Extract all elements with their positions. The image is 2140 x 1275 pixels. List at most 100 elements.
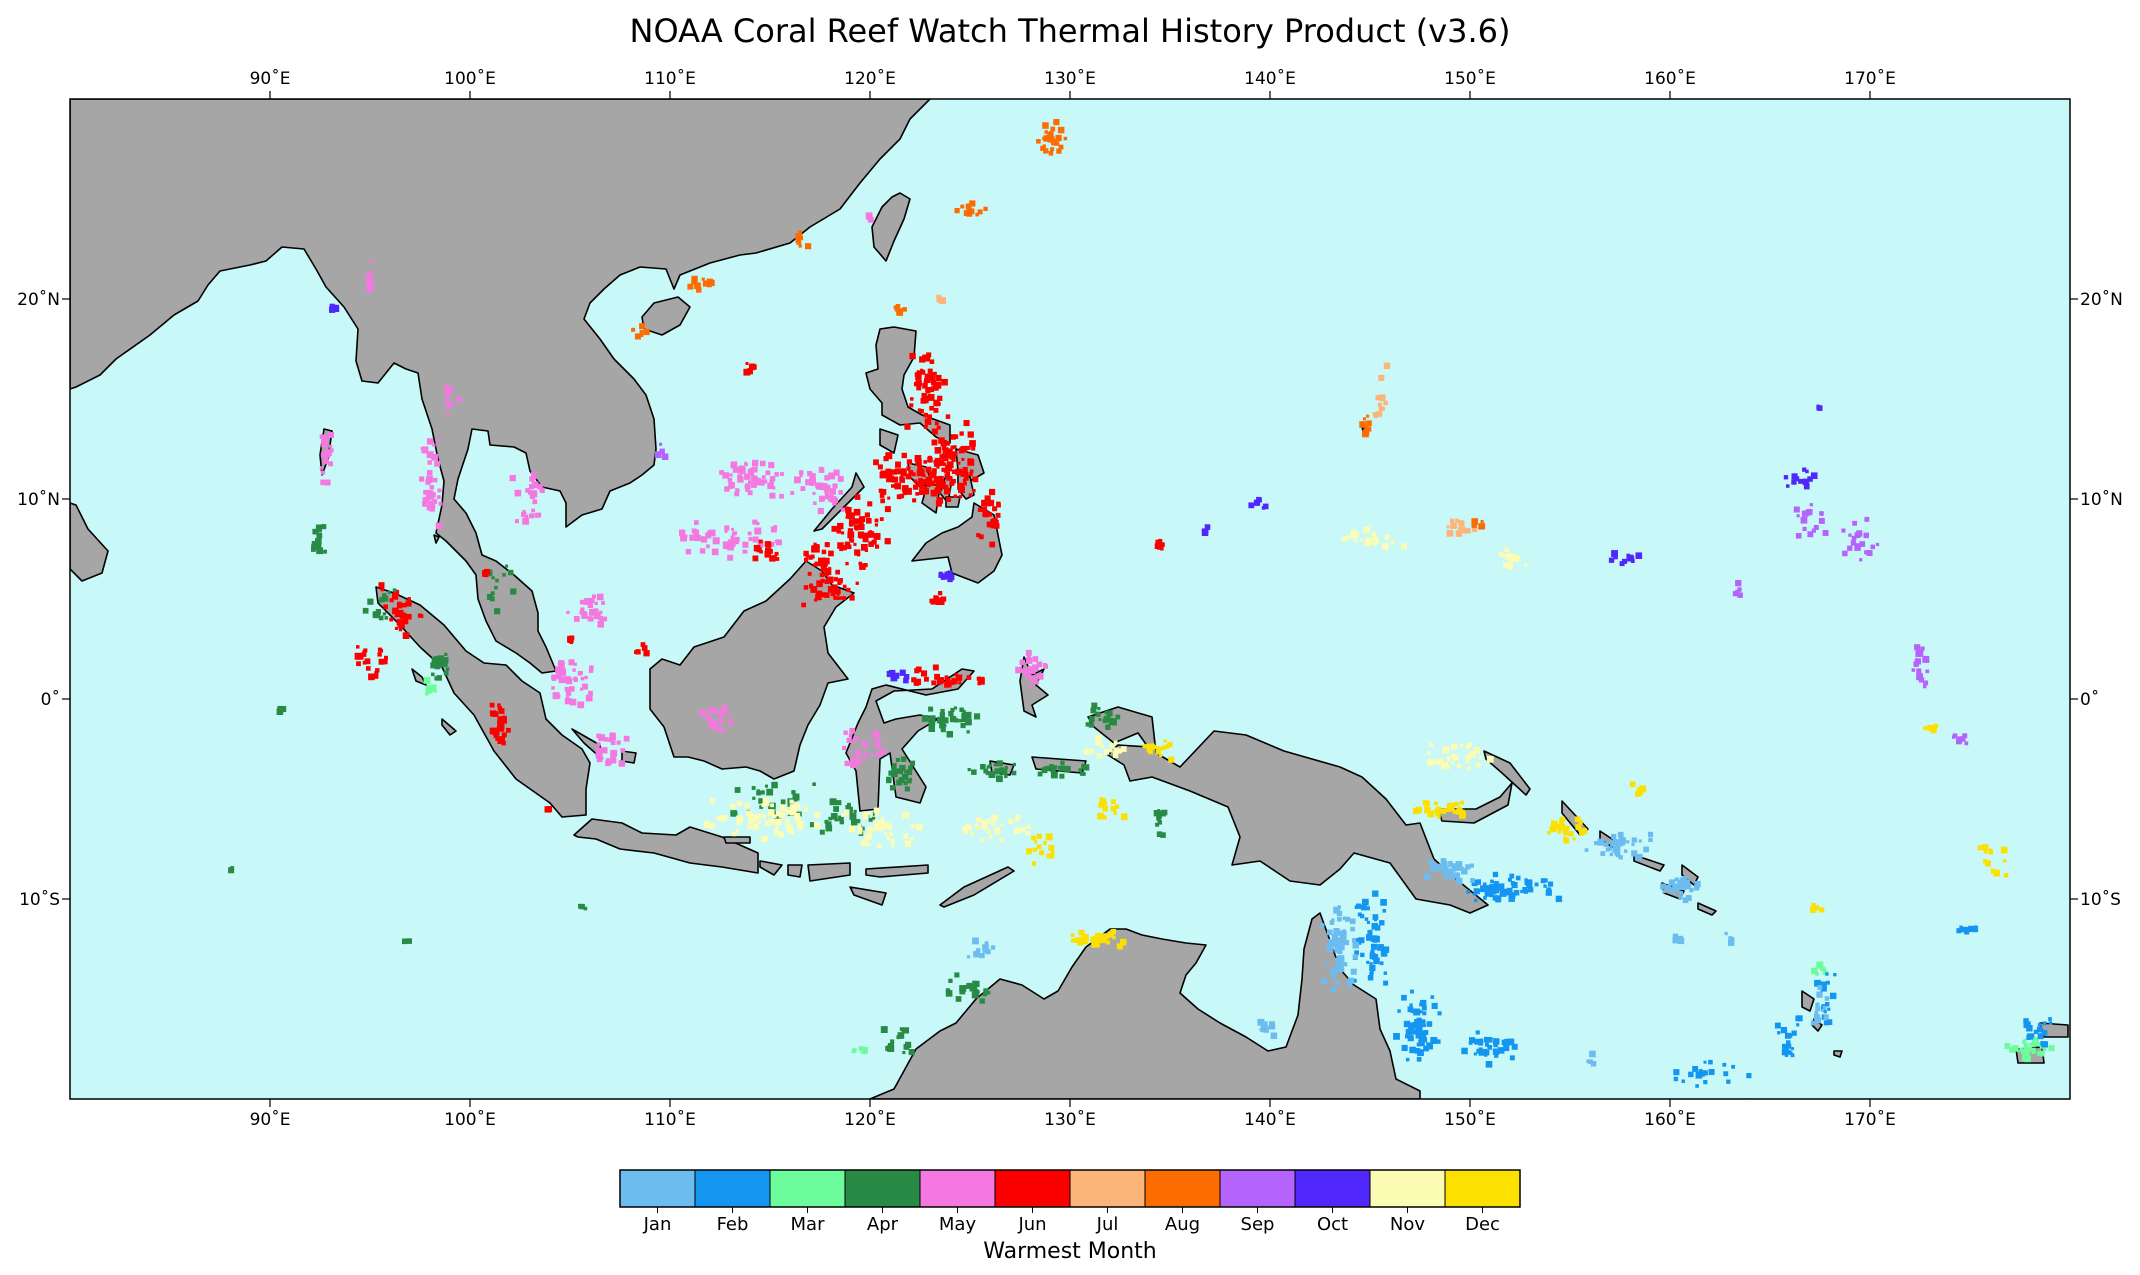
reef-pixel-aug <box>1051 140 1056 146</box>
reef-pixel-jun <box>987 499 995 507</box>
reef-pixel-nov <box>857 829 863 835</box>
reef-pixel-dec <box>1563 837 1570 844</box>
reef-pixel-nov <box>803 807 808 812</box>
reef-pixel-jan <box>1824 996 1830 1001</box>
reef-pixel-mar <box>432 688 437 693</box>
colorbar-month-label: Jan <box>643 1214 672 1235</box>
reef-pixel-jul <box>936 294 942 300</box>
reef-pixel-may <box>578 670 582 675</box>
reef-pixel-mar <box>2020 1050 2025 1055</box>
reef-pixel-jun <box>933 407 939 413</box>
reef-pixel-feb <box>1780 1027 1788 1034</box>
reef-pixel-aug <box>1053 119 1060 126</box>
reef-pixel-may <box>849 756 854 761</box>
reef-pixel-may <box>555 666 562 673</box>
reef-pixel-dec <box>1094 932 1102 940</box>
reef-pixel-jun <box>857 531 865 538</box>
reef-pixel-feb <box>1377 944 1384 951</box>
reef-pixel-may <box>691 528 697 534</box>
reef-pixel-jun <box>899 476 904 481</box>
reef-pixel-apr <box>903 1044 910 1050</box>
reef-pixel-may <box>767 482 774 490</box>
reef-pixel-nov <box>756 813 761 819</box>
reef-pixel-jan <box>1336 910 1343 917</box>
reef-pixel-feb <box>1409 1003 1413 1007</box>
reef-pixel-jun <box>986 502 991 507</box>
reef-pixel-apr <box>430 662 437 669</box>
reef-pixel-oct <box>888 669 896 677</box>
reef-pixel-nov <box>1441 761 1449 769</box>
reef-pixel-apr <box>809 822 815 828</box>
reef-pixel-nov <box>716 816 722 821</box>
reef-pixel-may <box>719 470 724 475</box>
reef-pixel-feb <box>2048 1021 2053 1025</box>
reef-pixel-jun <box>868 541 874 547</box>
reef-pixel-oct <box>1798 478 1803 484</box>
reef-pixel-apr <box>897 1032 905 1039</box>
reef-pixel-jun <box>879 517 884 521</box>
reef-pixel-apr <box>1004 766 1008 770</box>
reef-pixel-jan <box>1632 839 1636 842</box>
reef-pixel-jan <box>1263 1027 1269 1033</box>
reef-pixel-aug <box>1057 126 1065 134</box>
reef-pixel-feb <box>1489 893 1494 898</box>
reef-pixel-dec <box>1578 820 1583 825</box>
reef-pixel-may <box>742 541 749 548</box>
reef-pixel-mar <box>425 691 429 696</box>
reef-pixel-apr <box>828 816 832 821</box>
reef-pixel-jun <box>976 676 981 681</box>
reef-pixel-dec <box>1116 943 1123 950</box>
reef-pixel-may <box>565 677 573 685</box>
reef-pixel-nov <box>785 823 789 827</box>
colorbar-month-label: Feb <box>717 1214 749 1235</box>
reef-pixel-apr <box>980 764 986 770</box>
reef-pixel-jan <box>1330 986 1336 992</box>
reef-pixel-nov <box>889 838 895 844</box>
reef-pixel-aug <box>643 328 650 336</box>
reef-pixel-mar <box>2027 1046 2032 1052</box>
reef-pixel-may <box>532 499 538 505</box>
reef-pixel-jun <box>927 389 931 393</box>
reef-pixel-dec <box>1167 741 1173 747</box>
reef-pixel-jun <box>854 494 861 500</box>
reef-pixel-jun <box>934 487 942 495</box>
reef-pixel-jun <box>821 592 827 598</box>
reef-pixel-jun <box>801 602 806 608</box>
reef-pixel-nov <box>770 803 774 808</box>
reef-pixel-jul <box>1375 395 1381 401</box>
reef-pixel-feb <box>1478 1049 1485 1056</box>
reef-pixel-feb <box>1777 1031 1781 1035</box>
land-phuket <box>433 534 440 544</box>
reef-pixel-jun <box>384 655 388 660</box>
reef-pixel-feb <box>1696 1074 1700 1078</box>
reef-pixel-apr <box>583 906 588 911</box>
reef-pixel-dec <box>1070 933 1075 937</box>
reef-pixel-feb <box>1497 883 1505 891</box>
reef-pixel-feb <box>1380 899 1387 906</box>
reef-pixel-nov <box>1026 824 1031 829</box>
reef-pixel-dec <box>1108 931 1114 938</box>
reef-pixel-jun <box>398 621 405 629</box>
reef-pixel-apr <box>505 564 509 568</box>
reef-pixel-jun <box>957 461 961 465</box>
reef-pixel-may <box>446 389 452 396</box>
reef-pixel-may <box>861 741 869 748</box>
reef-pixel-jun <box>931 376 935 381</box>
reef-pixel-apr <box>972 989 979 997</box>
reef-pixel-may <box>760 460 766 467</box>
land-new-caledonia <box>1749 1098 1752 1099</box>
reef-pixel-dec <box>1036 833 1042 839</box>
reef-pixel-dec <box>1104 933 1110 939</box>
reef-pixel-dec <box>1988 848 1993 853</box>
reef-pixel-apr <box>906 769 913 776</box>
reef-pixel-feb <box>1543 884 1547 888</box>
reef-pixel-may <box>608 737 613 743</box>
reef-pixel-jan <box>1814 1011 1819 1015</box>
reef-pixel-jun <box>922 473 926 478</box>
reef-pixel-jun <box>764 551 772 558</box>
reef-pixel-may <box>429 506 435 512</box>
reef-pixel-may <box>433 477 438 483</box>
reef-pixel-may <box>720 710 724 715</box>
reef-pixel-nov <box>891 844 895 848</box>
reef-pixel-jun <box>938 591 943 596</box>
